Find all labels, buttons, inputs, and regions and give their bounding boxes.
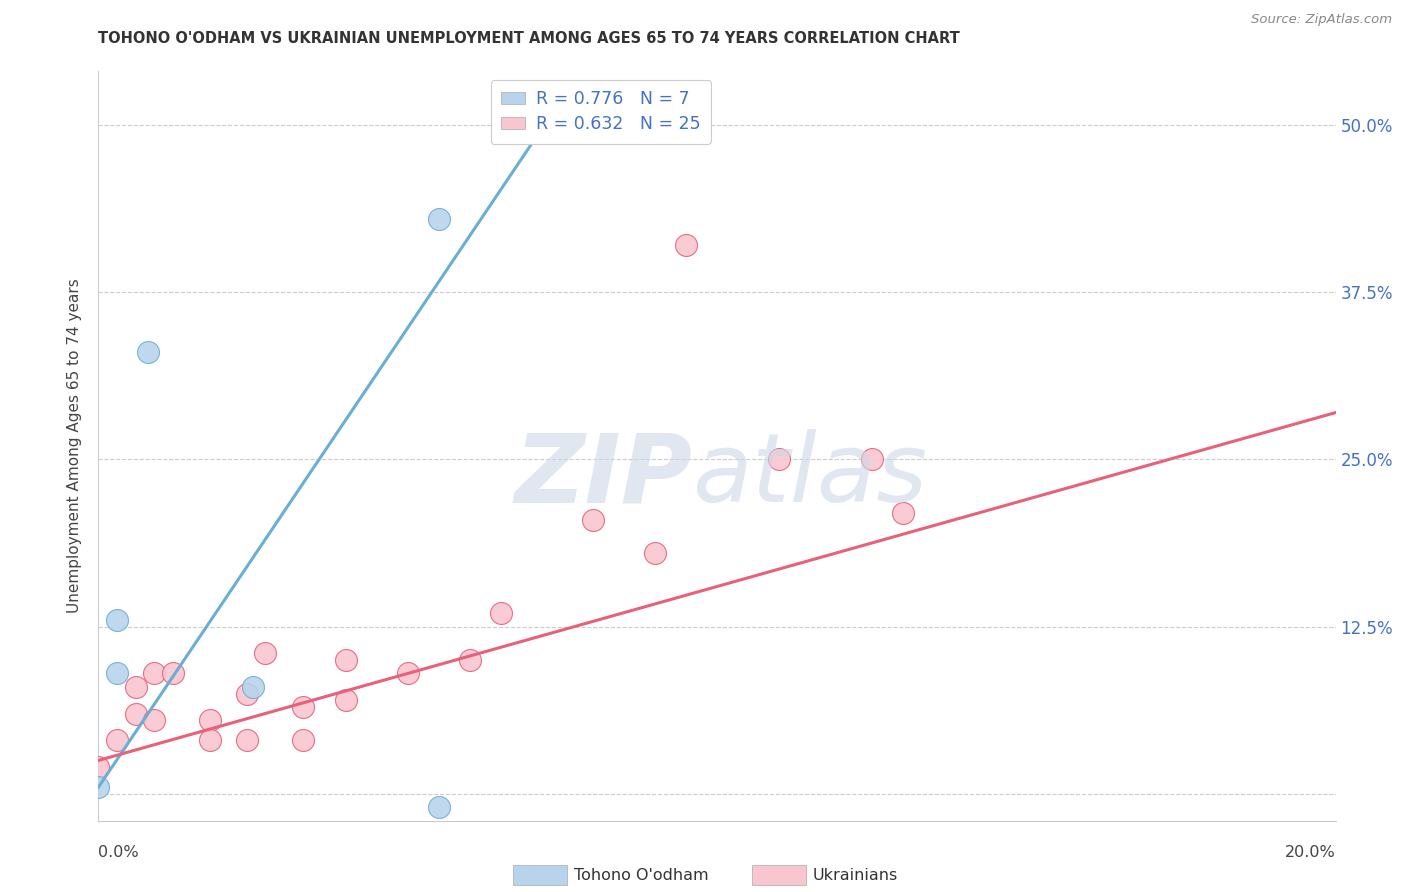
Point bbox=[254, 646, 277, 660]
Text: atlas: atlas bbox=[692, 429, 928, 523]
Point bbox=[143, 714, 166, 728]
Text: TOHONO O'ODHAM VS UKRAINIAN UNEMPLOYMENT AMONG AGES 65 TO 74 YEARS CORRELATION C: TOHONO O'ODHAM VS UKRAINIAN UNEMPLOYMENT… bbox=[98, 31, 960, 46]
Point bbox=[891, 506, 914, 520]
Point bbox=[105, 666, 128, 681]
Point bbox=[427, 211, 450, 226]
Point bbox=[396, 666, 419, 681]
Text: 0.0%: 0.0% bbox=[98, 845, 139, 860]
Point bbox=[236, 687, 259, 701]
Text: ZIP: ZIP bbox=[515, 429, 692, 523]
Point bbox=[236, 733, 259, 747]
Text: Source: ZipAtlas.com: Source: ZipAtlas.com bbox=[1251, 13, 1392, 27]
Point bbox=[291, 699, 314, 714]
Text: Tohono O'odham: Tohono O'odham bbox=[574, 869, 709, 883]
Text: Ukrainians: Ukrainians bbox=[813, 869, 898, 883]
Point bbox=[87, 780, 110, 794]
Point bbox=[768, 452, 790, 467]
Point bbox=[644, 546, 666, 560]
Point bbox=[458, 653, 481, 667]
Point bbox=[675, 238, 697, 252]
Legend: R = 0.776   N = 7, R = 0.632   N = 25: R = 0.776 N = 7, R = 0.632 N = 25 bbox=[491, 80, 711, 144]
Point bbox=[105, 733, 128, 747]
Point bbox=[143, 666, 166, 681]
Point bbox=[198, 733, 221, 747]
Point bbox=[198, 714, 221, 728]
Point bbox=[105, 613, 128, 627]
Point bbox=[860, 452, 883, 467]
Point bbox=[136, 345, 159, 359]
Point bbox=[291, 733, 314, 747]
Point bbox=[335, 653, 357, 667]
Point bbox=[582, 512, 605, 526]
Point bbox=[335, 693, 357, 707]
Point bbox=[87, 760, 110, 774]
Point bbox=[427, 800, 450, 814]
Point bbox=[162, 666, 184, 681]
Point bbox=[242, 680, 264, 694]
Text: 20.0%: 20.0% bbox=[1285, 845, 1336, 860]
Point bbox=[489, 607, 512, 621]
Point bbox=[124, 680, 146, 694]
Y-axis label: Unemployment Among Ages 65 to 74 years: Unemployment Among Ages 65 to 74 years bbox=[67, 278, 83, 614]
Point bbox=[124, 706, 146, 721]
